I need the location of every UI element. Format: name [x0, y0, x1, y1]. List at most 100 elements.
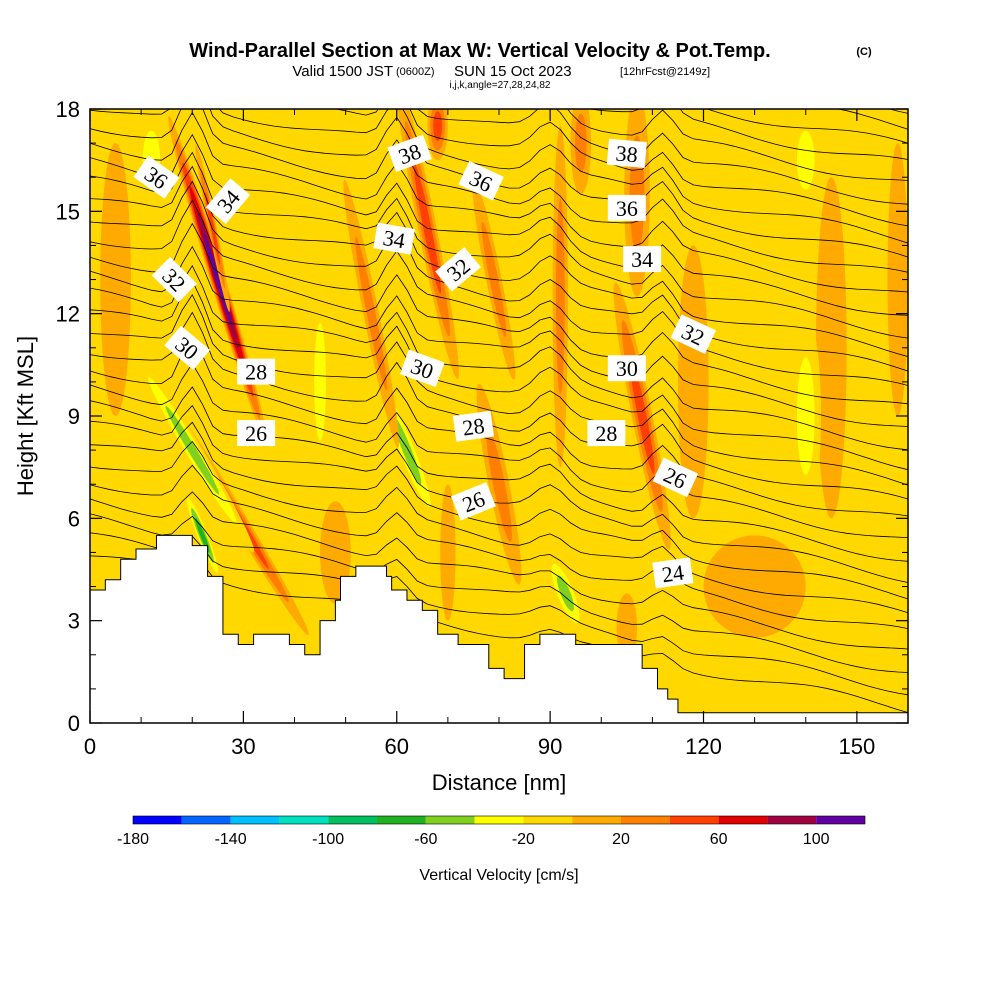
colorbar: -180 -140 -100 -60 -20 20 60 100: [117, 815, 866, 848]
velocity-band: [629, 358, 655, 474]
colorbar-tick-label: 20: [612, 831, 630, 848]
y-tick-label: 6: [68, 506, 80, 531]
theta-contour: [90, 245, 908, 427]
colorbar-tick-label: 60: [710, 831, 728, 848]
colorbar-swatch: [279, 816, 329, 824]
contour-label-text: 34: [381, 225, 407, 253]
contour-label: 30: [400, 349, 445, 387]
velocity-band: [355, 236, 388, 391]
velocity-band: [440, 484, 456, 621]
velocity-cell: [309, 279, 331, 485]
y-axis-title: Height [Kft MSL]: [13, 336, 38, 496]
theta-contour: [90, 464, 908, 629]
theta-contour: [90, 279, 908, 471]
contour-label-text: 30: [616, 356, 638, 381]
contour-label-box: [205, 178, 251, 225]
colorbar-swatch: [669, 816, 719, 824]
velocity-band: [555, 198, 565, 395]
contour-label-box: [452, 410, 495, 442]
y-tick-label: 18: [56, 97, 80, 122]
x-tick-label: 150: [839, 734, 876, 759]
contour-label-box: [652, 557, 694, 589]
contour-label-box: [607, 194, 646, 221]
contour-label-box: [623, 246, 662, 273]
contour-label-box: [164, 325, 211, 370]
x-tick-label: 120: [685, 734, 722, 759]
velocity-cell: [570, 109, 592, 195]
x-axis-title: Distance [nm]: [432, 770, 567, 795]
theta-contour: [90, 222, 908, 405]
velocity-cell: [790, 109, 822, 212]
velocity-band: [796, 357, 815, 475]
subtitle-grid-info: i,j,k,angle=27,28,24,82: [450, 80, 551, 91]
colorbar-swatch: [133, 816, 182, 824]
y-tick-label: 0: [68, 711, 80, 736]
colorbar-swatch: [767, 816, 817, 824]
colorbar-tick-label: -20: [512, 831, 535, 848]
chart-title: Wind-Parallel Section at Max W: Vertical…: [189, 40, 770, 62]
contour-label-box: [435, 247, 482, 292]
colorbar-tick-label: -180: [117, 831, 149, 848]
colorbar-swatch: [572, 816, 621, 824]
contour-label-box: [458, 160, 504, 201]
velocity-band: [574, 113, 587, 173]
contour-label-box: [237, 420, 276, 447]
velocity-band: [815, 177, 847, 519]
colorbar-swatch: [718, 816, 768, 824]
velocity-band: [195, 518, 210, 553]
contour-label: 34: [373, 222, 416, 255]
theta-contour: [706, 109, 908, 144]
theta-contour: [218, 109, 908, 244]
subtitle-forecast: [12hrFcst@2149z]: [620, 66, 710, 78]
theta-contour: [90, 404, 908, 583]
colorbar-title: Vertical Velocity [cm/s]: [419, 867, 578, 884]
contour-label-text: 26: [245, 421, 267, 446]
contour-label-box: [151, 256, 197, 303]
theta-contour: [567, 109, 908, 181]
x-tick-label: 90: [538, 734, 562, 759]
velocity-band: [165, 405, 220, 495]
contour-label-box: [237, 358, 276, 385]
contour-label-box: [670, 314, 716, 354]
theta-contour: [836, 109, 908, 130]
theta-contour: [90, 165, 908, 357]
theta-contour: [90, 199, 908, 386]
terrain-mask: [90, 534, 908, 723]
contour-label-box: [587, 420, 626, 447]
colorbar-swatch: [230, 816, 280, 824]
colorbar-tick-label: 100: [803, 831, 830, 848]
colorbar-tick-label: -60: [414, 831, 437, 848]
contour-label-text: 28: [461, 413, 486, 441]
contour-label: 28: [587, 420, 626, 447]
velocity-band: [486, 426, 512, 542]
y-tick-label: 15: [56, 199, 80, 224]
colorbar-swatch: [474, 816, 524, 824]
theta-contour: [826, 75, 908, 93]
velocity-band: [703, 535, 806, 638]
velocity-cell: [427, 109, 448, 161]
colorbar-tick-label: -140: [215, 831, 247, 848]
colorbar-swatch: [377, 816, 426, 824]
x-tick-label: 60: [385, 734, 409, 759]
contour-labels: 3634323028263836343230282638363432302826…: [133, 134, 716, 589]
y-tick-label: 9: [68, 404, 80, 429]
theta-contour: [90, 111, 908, 293]
contour-label-box: [400, 349, 445, 387]
contour-label-box: [450, 482, 496, 521]
contour-label: 24: [652, 557, 694, 589]
velocity-band: [205, 192, 221, 265]
x-tick-label: 30: [231, 734, 255, 759]
colorbar-swatch: [425, 816, 475, 824]
colorbar-swatch: [621, 816, 670, 824]
contour-label-text: 34: [631, 247, 653, 272]
contour-label: 34: [205, 178, 251, 225]
plot-area: 3634323028263836343230282638363432302826…: [90, 75, 908, 723]
y-tick-label: 12: [56, 302, 80, 327]
contour-label: 26: [237, 420, 276, 447]
contour-label: 34: [623, 246, 662, 273]
velocity-cell: [815, 177, 847, 519]
theta-contour: [90, 336, 908, 517]
colorbar-tick-label: -100: [312, 831, 344, 848]
